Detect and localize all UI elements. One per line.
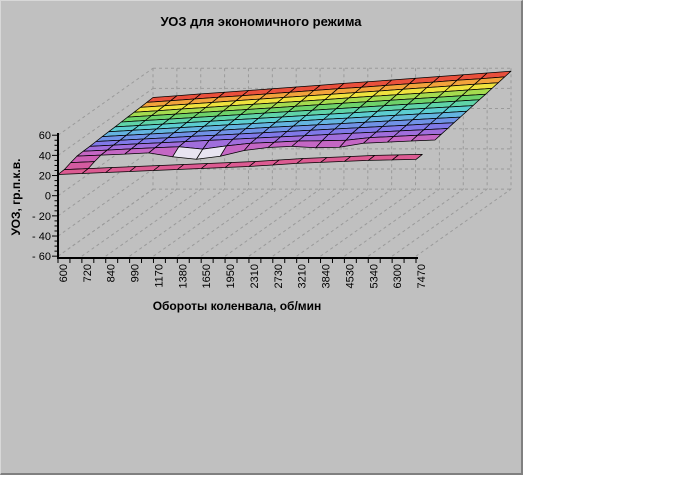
y-axis	[52, 133, 59, 259]
svg-text:- 40: - 40	[32, 231, 51, 243]
x-axis	[57, 257, 418, 263]
svg-text:1950: 1950	[225, 264, 237, 288]
svg-text:0: 0	[45, 191, 51, 203]
x-axis-title: Обороты коленвала, об/мин	[152, 299, 322, 313]
svg-text:7470: 7470	[416, 264, 428, 288]
svg-text:600: 600	[58, 264, 70, 282]
svg-text:2730: 2730	[273, 264, 285, 288]
x-tick-labels: 600 720 840 990 1170 1380 1650 1950 2310 2730 3210…	[58, 264, 428, 288]
svg-text:5340: 5340	[368, 264, 380, 288]
y-tick-labels: 60 40 20 0 - 20 - 40 - 60	[32, 130, 51, 263]
floor-grid	[57, 188, 512, 257]
svg-text:40: 40	[39, 150, 51, 162]
svg-text:60: 60	[39, 130, 51, 142]
surface-plot: 60 40 20 0 - 20 - 40 - 60 600 720 840 990 1170 1380 1…	[32, 67, 512, 288]
svg-text:990: 990	[130, 264, 142, 282]
surface-mesh	[57, 70, 512, 175]
chart-title: УОЗ для экономичного режима	[160, 14, 362, 29]
svg-text:1170: 1170	[153, 264, 165, 288]
svg-text:3840: 3840	[321, 264, 333, 288]
svg-text:1380: 1380	[177, 264, 189, 288]
svg-text:- 20: - 20	[32, 211, 51, 223]
svg-text:4530: 4530	[344, 264, 356, 288]
y-axis-title: УОЗ, гр.п.к.в.	[9, 158, 23, 236]
chart-panel: УОЗ для экономичного режима 60 40 20 0 - 20 -…	[0, 0, 523, 475]
svg-text:720: 720	[82, 264, 94, 282]
svg-text:3210: 3210	[297, 264, 309, 288]
svg-text:2310: 2310	[249, 264, 261, 288]
svg-text:20: 20	[39, 171, 51, 183]
svg-text:840: 840	[106, 264, 118, 282]
svg-text:6300: 6300	[392, 264, 404, 288]
svg-text:1650: 1650	[201, 264, 213, 288]
svg-text:- 60: - 60	[32, 251, 51, 263]
